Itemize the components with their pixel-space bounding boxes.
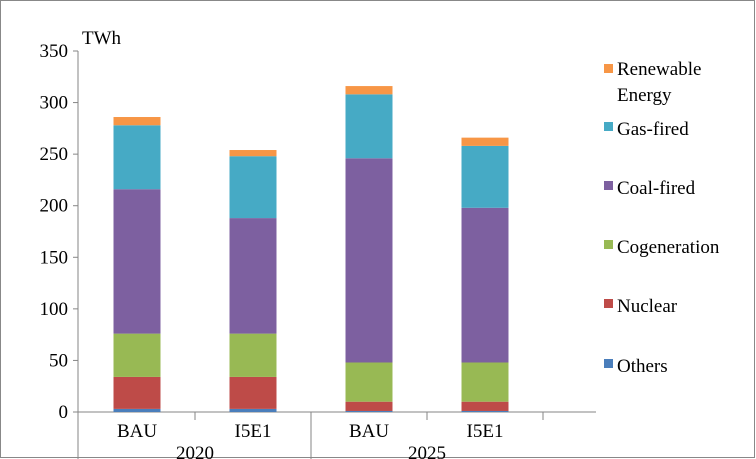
legend: Renewable Energy Gas-fired Coal-fired Cogene…: [604, 59, 720, 377]
y-tick-label: 150: [40, 247, 69, 268]
unit-label: TWh: [82, 28, 122, 49]
legend-label: Energy: [617, 85, 672, 106]
x-group-label: 2025: [408, 443, 446, 459]
axis-labels: 0 50 100 150 200 250 300 350 TWh BAU I5E1 BAU I5E1 20…: [40, 28, 504, 459]
axes: [73, 50, 596, 459]
legend-swatch: [604, 240, 613, 249]
x-group-label: 2020: [176, 443, 214, 459]
x-category-label: I5E1: [235, 421, 272, 442]
legend-label: Nuclear: [617, 296, 678, 317]
bar-segment: [113, 117, 161, 126]
bar-segment: [461, 362, 509, 402]
y-tick-label: 350: [40, 41, 69, 62]
y-tick-label: 0: [59, 402, 69, 423]
x-category-label: I5E1: [467, 421, 504, 442]
legend-label: Coal-fired: [617, 178, 696, 199]
legend-swatch: [604, 359, 613, 368]
x-category-label: BAU: [117, 421, 157, 442]
y-tick-label: 100: [40, 299, 69, 320]
bar-segment: [345, 362, 393, 402]
bar-segment: [461, 137, 509, 146]
bar-segment: [113, 408, 161, 412]
bar-segment: [229, 376, 277, 409]
legend-swatch: [604, 122, 613, 131]
bar-segment: [461, 207, 509, 363]
bar-segment: [113, 376, 161, 409]
y-tick-label: 250: [40, 144, 69, 165]
bar-segment: [461, 145, 509, 208]
legend-swatch: [604, 299, 613, 308]
bar-segment: [113, 189, 161, 334]
bar-segment: [345, 86, 393, 95]
bar-segment: [229, 408, 277, 412]
bar-segment: [229, 333, 277, 377]
legend-label: Renewable: [617, 59, 701, 80]
x-category-label: BAU: [349, 421, 389, 442]
bar-segment: [229, 150, 277, 157]
bar-segment: [461, 410, 509, 412]
bar-segment: [345, 410, 393, 412]
bar-segment: [345, 94, 393, 159]
legend-label: Cogeneration: [617, 237, 720, 258]
bar-segment: [345, 401, 393, 411]
bars: [113, 86, 509, 412]
legend-label: Others: [617, 356, 668, 377]
bar-segment: [229, 156, 277, 219]
legend-swatch: [604, 64, 613, 73]
bar-segment: [345, 158, 393, 363]
bar-segment: [113, 333, 161, 377]
y-tick-label: 200: [40, 196, 69, 217]
bar-segment: [461, 401, 509, 411]
bar-segment: [113, 125, 161, 190]
y-tick-label: 50: [49, 350, 68, 371]
y-tick-label: 300: [40, 93, 69, 114]
bar-segment: [229, 218, 277, 334]
legend-swatch: [604, 181, 613, 190]
legend-label: Gas-fired: [617, 119, 689, 140]
